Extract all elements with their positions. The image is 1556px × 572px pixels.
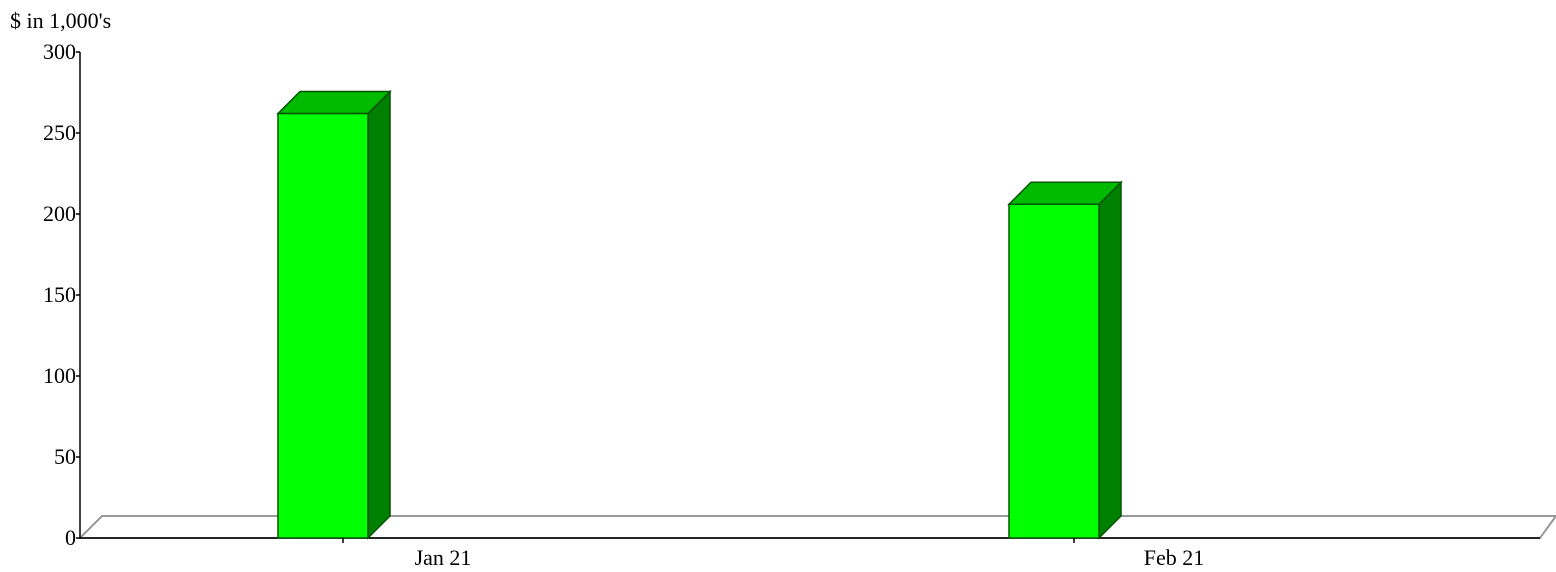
y-tick-label: 0 <box>65 525 76 550</box>
y-tick-label: 100 <box>43 363 76 388</box>
bar-front-face <box>277 112 369 539</box>
y-tick-label: 50 <box>54 444 76 469</box>
bar-front-face <box>1008 203 1100 539</box>
bar-jan-21 <box>276 89 392 540</box>
y-axis-unit-label: $ in 1,000's <box>10 8 111 33</box>
y-tick-label: 150 <box>43 282 76 307</box>
y-axis-ticks: 0 50 100 150 200 250 300 <box>43 39 80 550</box>
y-tick-label: 300 <box>43 39 76 64</box>
x-axis-labels: Jan 21 Feb 21 <box>342 538 1205 570</box>
x-tick-label: Feb 21 <box>1144 545 1205 570</box>
x-tick-label: Jan 21 <box>415 545 472 570</box>
bar-series <box>276 89 1123 540</box>
y-tick-label: 250 <box>43 120 76 145</box>
bar-side-face <box>1098 180 1122 540</box>
bar-side-face <box>367 89 391 540</box>
y-tick-label: 200 <box>43 201 76 226</box>
bar-feb-21 <box>1007 180 1123 540</box>
